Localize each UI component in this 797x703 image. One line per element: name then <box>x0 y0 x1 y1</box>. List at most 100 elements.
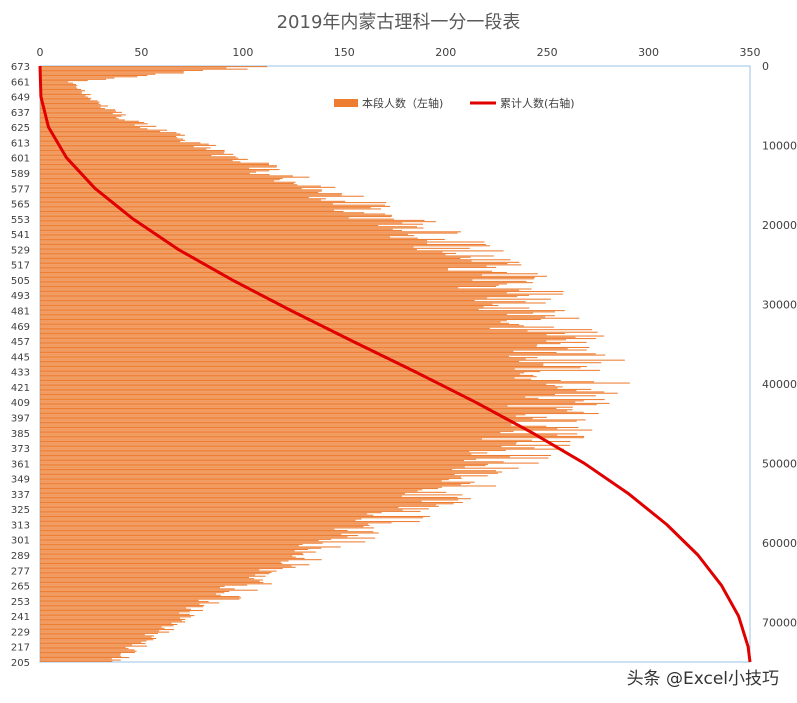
bar <box>40 134 185 136</box>
y-tick-label: 349 <box>11 475 30 486</box>
bar <box>40 170 270 172</box>
bar <box>40 495 402 497</box>
bar <box>40 510 421 512</box>
bar <box>40 494 463 496</box>
bar <box>40 83 76 85</box>
right-tick-label: 60000 <box>762 537 797 550</box>
bar <box>40 194 342 196</box>
bar <box>40 288 532 290</box>
bar <box>40 88 82 91</box>
bar <box>40 598 240 600</box>
bar <box>40 371 541 373</box>
right-tick-label: 20000 <box>762 219 797 232</box>
bar <box>40 259 511 261</box>
bar <box>40 213 386 215</box>
bar <box>40 171 256 173</box>
bar <box>40 523 369 525</box>
bar <box>40 574 256 576</box>
bar <box>40 207 371 209</box>
bar <box>40 512 382 514</box>
bar <box>40 629 174 631</box>
bar <box>40 106 101 108</box>
bar <box>40 620 182 622</box>
bar <box>40 657 130 659</box>
bar <box>40 442 517 444</box>
bar <box>40 513 368 515</box>
bar <box>40 219 425 221</box>
bar <box>40 606 204 608</box>
bar <box>40 360 520 362</box>
bar <box>40 245 491 247</box>
bar <box>40 415 516 417</box>
bar <box>40 452 488 454</box>
y-tick-label: 661 <box>11 77 30 88</box>
bar <box>40 593 216 595</box>
bar <box>40 559 322 561</box>
bar <box>40 651 135 653</box>
bar <box>40 116 117 118</box>
bar <box>40 466 465 468</box>
bar <box>40 105 109 107</box>
bar <box>40 517 424 519</box>
bar <box>40 427 579 429</box>
bar <box>40 632 159 634</box>
bar <box>40 271 507 274</box>
bar <box>40 231 461 233</box>
bar <box>40 124 135 126</box>
bar <box>40 655 122 657</box>
bar <box>40 546 341 548</box>
bar <box>40 401 576 403</box>
bar <box>40 226 418 228</box>
y-tick-label: 433 <box>11 368 30 379</box>
bar <box>40 555 293 557</box>
bar <box>40 81 69 83</box>
bar <box>40 135 177 138</box>
bar <box>40 476 461 478</box>
bar <box>40 424 512 426</box>
bar <box>40 208 382 210</box>
bar <box>40 449 506 451</box>
bar <box>40 345 537 347</box>
bar <box>40 480 442 482</box>
bar <box>40 273 538 275</box>
bar <box>40 332 565 335</box>
bar <box>40 379 561 382</box>
bar <box>40 475 488 477</box>
bar <box>40 488 439 490</box>
bar <box>40 335 605 337</box>
bar <box>40 419 586 421</box>
bar <box>40 185 321 187</box>
bar <box>40 264 522 266</box>
bar <box>40 339 567 341</box>
bar <box>40 293 563 295</box>
y-tick-label: 313 <box>11 520 30 531</box>
bar <box>40 443 516 445</box>
bar <box>40 428 558 430</box>
bar <box>40 653 121 655</box>
bar <box>40 420 577 422</box>
bar <box>40 496 458 498</box>
bar <box>40 404 597 406</box>
bar <box>40 383 547 385</box>
bar <box>40 255 494 257</box>
bar <box>40 133 181 135</box>
bar <box>40 109 116 111</box>
bar <box>40 130 161 132</box>
bar <box>40 289 520 291</box>
bar <box>40 123 148 125</box>
bar <box>40 217 349 219</box>
bar <box>40 374 534 376</box>
bar <box>40 543 303 545</box>
bar <box>40 507 399 509</box>
bar <box>40 254 446 256</box>
bar <box>40 648 129 650</box>
bar <box>40 376 537 378</box>
y-tick-label: 361 <box>11 459 30 470</box>
bar <box>40 395 596 397</box>
bar <box>40 299 475 301</box>
bar <box>40 541 366 543</box>
bar <box>40 292 507 294</box>
bar <box>40 504 437 506</box>
bar <box>40 377 515 379</box>
